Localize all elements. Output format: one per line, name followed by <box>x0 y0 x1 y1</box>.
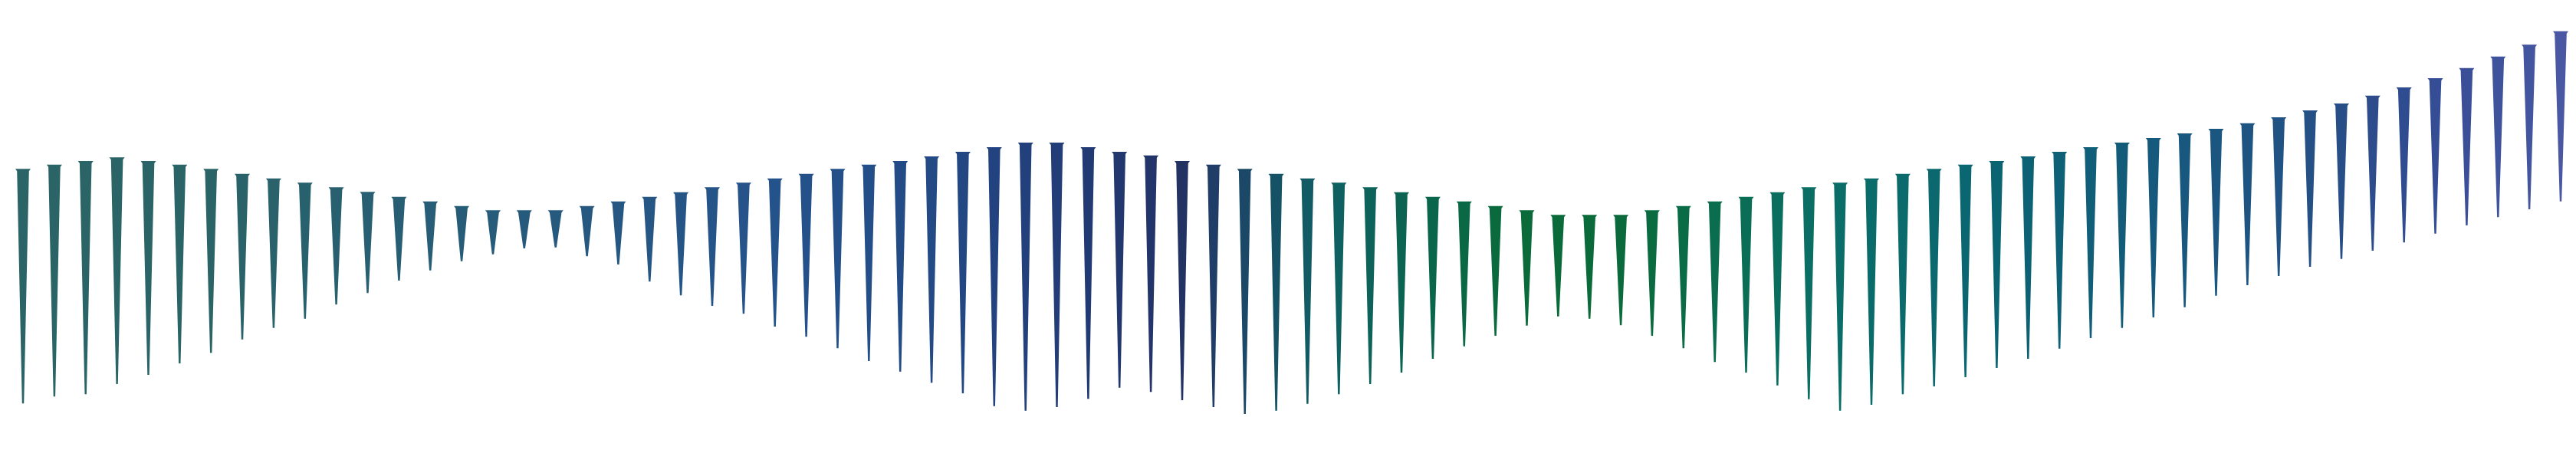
spike-13 <box>391 196 407 281</box>
spike-51 <box>1582 215 1598 319</box>
spike-29 <box>892 161 909 372</box>
spike-17 <box>516 210 532 248</box>
spike-33 <box>1017 143 1033 411</box>
spike-5 <box>140 161 156 375</box>
spike-24 <box>735 182 751 314</box>
spike-38 <box>1175 161 1190 400</box>
spike-77 <box>2396 87 2412 243</box>
spike-49 <box>1519 210 1535 326</box>
spike-50 <box>1550 215 1566 317</box>
spike-63 <box>1957 164 1973 378</box>
spike-26 <box>798 173 814 337</box>
spike-58 <box>1801 187 1817 399</box>
spike-66 <box>2052 152 2068 349</box>
spike-19 <box>579 205 595 257</box>
spike-74 <box>2302 110 2318 267</box>
spike-22 <box>673 192 689 296</box>
spike-42 <box>1300 178 1316 404</box>
spike-36 <box>1112 152 1128 388</box>
spike-53 <box>1644 210 1660 336</box>
spike-61 <box>1894 173 1911 395</box>
spike-46 <box>1424 196 1441 359</box>
spike-16 <box>485 210 501 255</box>
spike-27 <box>830 169 846 349</box>
spike-80 <box>2490 56 2506 218</box>
spike-9 <box>265 178 281 328</box>
spike-56 <box>1738 196 1754 373</box>
spike-45 <box>1394 192 1409 373</box>
spike-70 <box>2177 133 2193 307</box>
spike-47 <box>1456 201 1472 347</box>
spike-44 <box>1362 187 1378 384</box>
spike-7 <box>203 169 219 353</box>
spike-78 <box>2427 78 2443 234</box>
spike-69 <box>2145 138 2161 317</box>
spike-72 <box>2239 123 2256 285</box>
spike-28 <box>861 164 877 362</box>
spike-12 <box>360 192 376 294</box>
spike-6 <box>172 164 188 364</box>
spike-15 <box>454 205 470 261</box>
spike-67 <box>2083 147 2098 338</box>
spike-23 <box>705 187 720 306</box>
spike-52 <box>1613 215 1629 326</box>
spike-64 <box>1989 161 2005 368</box>
spike-30 <box>924 156 940 383</box>
spike-39 <box>1205 164 1221 408</box>
spike-43 <box>1331 182 1347 395</box>
spike-60 <box>1864 178 1879 406</box>
spike-62 <box>1926 169 1942 386</box>
spike-79 <box>2459 67 2475 225</box>
spike-40 <box>1237 169 1253 414</box>
spike-81 <box>2522 44 2538 210</box>
spike-8 <box>235 173 250 340</box>
spike-82 <box>2553 31 2568 202</box>
spike-48 <box>1487 205 1503 336</box>
spike-4 <box>109 157 125 384</box>
spike-54 <box>1675 205 1691 349</box>
spike-73 <box>2271 117 2287 276</box>
spike-2 <box>46 164 62 397</box>
spike-35 <box>1080 147 1096 399</box>
spike-59 <box>1832 182 1848 411</box>
spike-14 <box>422 201 439 271</box>
spike-65 <box>2020 156 2036 359</box>
spike-57 <box>1769 192 1786 386</box>
spike-37 <box>1143 155 1159 393</box>
spike-71 <box>2208 129 2224 296</box>
spike-41 <box>1268 173 1284 411</box>
spike-11 <box>328 187 344 305</box>
spike-25 <box>767 178 783 327</box>
spike-20 <box>610 201 626 264</box>
spike-31 <box>955 152 971 393</box>
spike-10 <box>297 182 313 319</box>
spike-55 <box>1707 201 1723 363</box>
spike-3 <box>77 161 94 395</box>
spike-76 <box>2364 95 2380 251</box>
spike-75 <box>2334 104 2349 259</box>
spike-32 <box>986 147 1002 406</box>
spike-18 <box>547 210 564 248</box>
spike-68 <box>2114 143 2130 328</box>
spike-21 <box>642 196 658 282</box>
spike-1 <box>15 169 31 404</box>
spike-34 <box>1049 143 1065 407</box>
